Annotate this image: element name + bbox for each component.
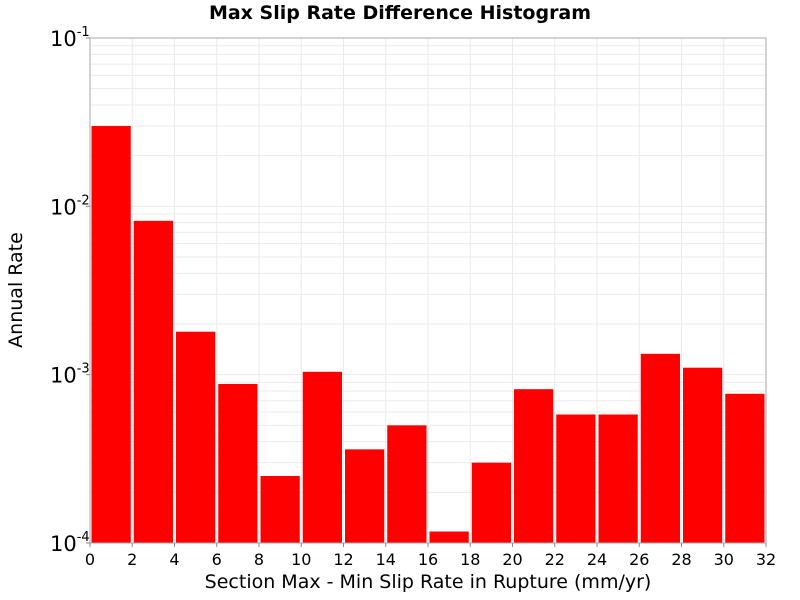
- x-tick-label: 20: [502, 550, 522, 569]
- x-tick-label: 16: [418, 550, 438, 569]
- histogram-bar-1: [133, 220, 173, 543]
- x-axis-ticks: 0 2 4 6 8 10 12 14 16 18 20 22 24 26 28 30 32: [85, 543, 776, 569]
- histogram-bar-13: [640, 353, 680, 543]
- histogram-bar-11: [556, 414, 596, 543]
- x-tick-label: 22: [545, 550, 565, 569]
- x-tick-label: 12: [333, 550, 353, 569]
- x-tick-label: 10: [291, 550, 311, 569]
- x-tick-label: 6: [212, 550, 222, 569]
- histogram-bar-3: [218, 384, 258, 543]
- histogram-bar-6: [345, 449, 385, 543]
- histogram-bar-2: [176, 331, 216, 543]
- y-tick-label: 10-4: [50, 530, 90, 556]
- histogram-bar-10: [514, 389, 554, 543]
- y-tick-label: 10-2: [50, 193, 90, 219]
- x-tick-label: 0: [85, 550, 95, 569]
- y-tick-label: 10-3: [50, 362, 90, 388]
- histogram-bar-5: [302, 371, 342, 543]
- histogram-bar-9: [471, 462, 511, 543]
- bars: [91, 126, 765, 544]
- histogram-bar-0: [91, 126, 131, 544]
- histogram-bar-12: [598, 414, 638, 543]
- x-tick-label: 14: [376, 550, 396, 569]
- x-tick-label: 2: [127, 550, 137, 569]
- x-tick-label: 18: [460, 550, 480, 569]
- x-tick-label: 28: [671, 550, 691, 569]
- x-tick-label: 32: [756, 550, 776, 569]
- histogram-bar-7: [387, 425, 427, 543]
- histogram-bar-14: [683, 367, 723, 543]
- histogram-bar-4: [260, 476, 300, 543]
- x-tick-label: 4: [169, 550, 179, 569]
- x-tick-label: 26: [629, 550, 649, 569]
- histogram-bar-15: [725, 393, 765, 543]
- histogram-bar-8: [429, 531, 469, 543]
- y-axis-ticks: 10-4 10-3 10-2 10-1: [50, 25, 90, 556]
- chart-title: Max Slip Rate Difference Histogram: [208, 2, 592, 24]
- x-tick-label: 8: [254, 550, 264, 569]
- x-tick-label: 24: [587, 550, 607, 569]
- x-tick-label: 30: [714, 550, 734, 569]
- y-tick-label: 10-1: [50, 25, 90, 51]
- x-axis-label: Section Max - Min Slip Rate in Rupture (…: [204, 571, 652, 593]
